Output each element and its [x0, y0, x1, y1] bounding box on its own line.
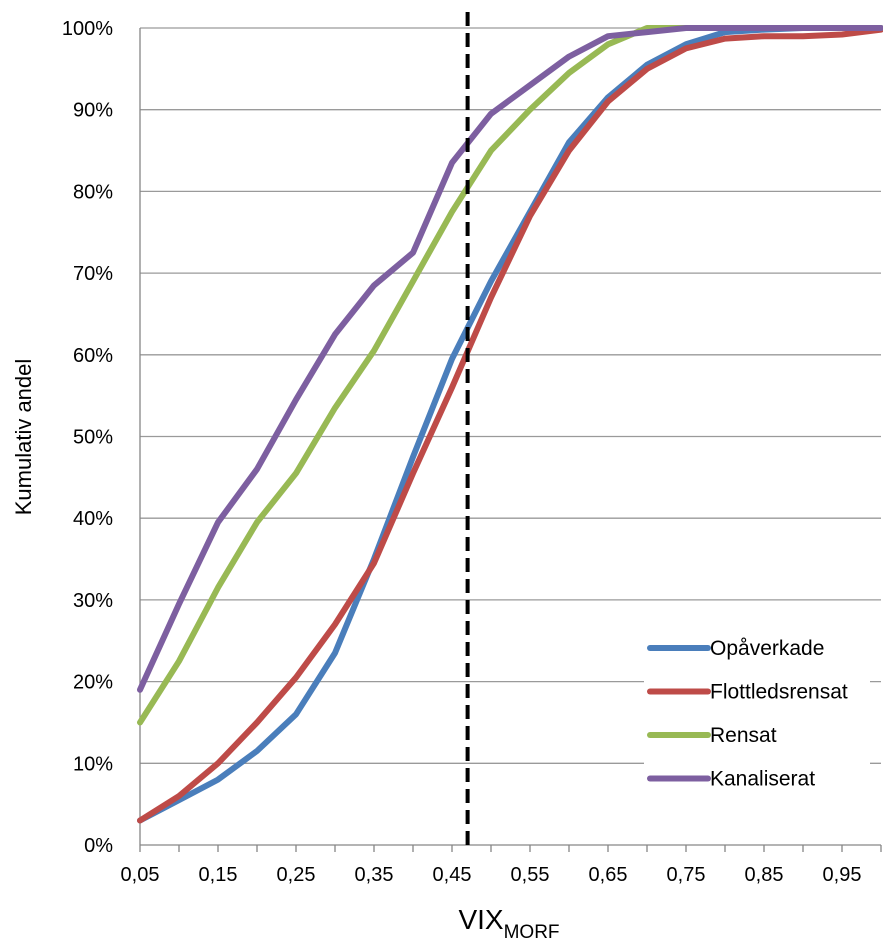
x-axis-title-main: VIX [458, 904, 503, 935]
legend-background [644, 624, 870, 802]
y-tick-label: 70% [73, 263, 113, 285]
x-tick-label: 0,25 [277, 864, 316, 886]
legend-label: Rensat [710, 724, 777, 747]
x-tick-label: 0,85 [745, 864, 784, 886]
x-tick-label: 0,55 [511, 864, 550, 886]
x-tick-label: 0,45 [433, 864, 472, 886]
y-tick-label: 0% [84, 835, 113, 857]
y-tick-label: 30% [73, 590, 113, 612]
y-tick-labels: 0% 10% 20% 30% 40% 50% 60% 70% 80% 90% 100% [62, 18, 113, 857]
y-tick-label: 100% [62, 18, 113, 40]
x-tick-label: 0,75 [667, 864, 706, 886]
grid-lines [139, 27, 882, 852]
x-axis-title: VIXMORF [458, 904, 559, 943]
x-tick-label: 0,95 [823, 864, 862, 886]
y-tick-label: 50% [73, 427, 113, 449]
y-tick-label: 20% [73, 672, 113, 694]
x-tick-labels: 0,05 0,15 0,25 0,35 0,45 0,55 0,65 0,75 0,85 0,95 [121, 864, 862, 886]
legend: Opåverkade Flottledsrensat Rensat Kanaliser… [644, 624, 870, 802]
legend-label: Kanaliserat [710, 768, 815, 791]
series-line [137, 25, 883, 726]
legend-label: Opåverkade [710, 637, 824, 660]
series-line [137, 25, 883, 693]
y-tick-label: 40% [73, 508, 113, 530]
y-axis-title: Kumulativ andel [11, 359, 36, 516]
y-tick-label: 90% [73, 100, 113, 122]
legend-label: Flottledsrensat [710, 681, 848, 704]
y-tick-label: 10% [73, 753, 113, 775]
y-tick-label: 60% [73, 345, 113, 367]
x-tick-label: 0,15 [199, 864, 238, 886]
x-tick-label: 0,65 [589, 864, 628, 886]
x-tick-label: 0,35 [355, 864, 394, 886]
y-tick-label: 80% [73, 181, 113, 203]
series-line [137, 26, 883, 824]
series-lines [137, 25, 883, 824]
x-axis-title-subscript: MORF [504, 922, 560, 943]
x-tick-label: 0,05 [121, 864, 160, 886]
